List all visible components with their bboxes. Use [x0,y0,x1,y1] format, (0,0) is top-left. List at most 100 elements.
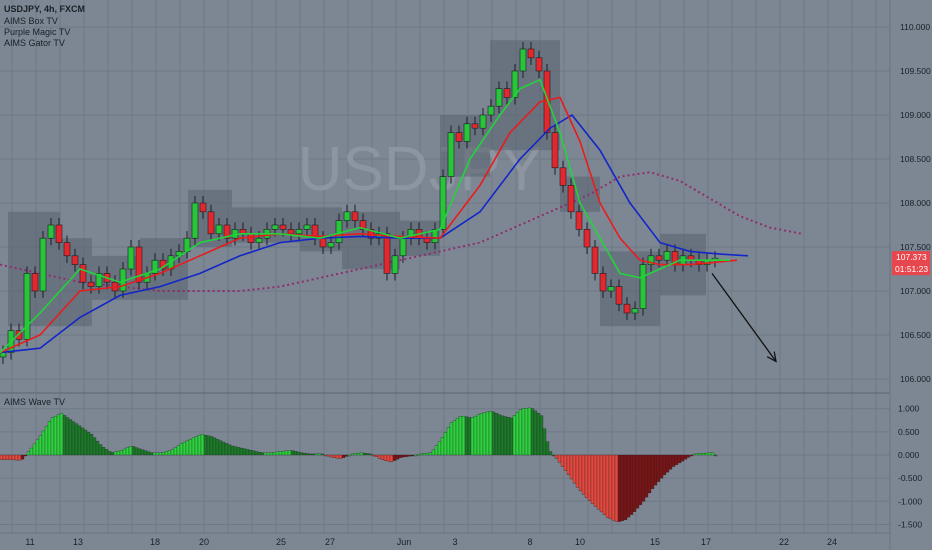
candle-body [31,273,39,292]
price-tick-label: 110.000 [900,22,930,32]
candle-body [207,211,215,235]
candle-body [623,303,631,314]
wave-bar [572,454,577,484]
price-axis[interactable]: 110.000 109.500 109.000 108.500 108.000 107.5… [900,22,931,384]
candle-body [527,48,535,59]
wave-bar [398,454,403,458]
wave-bar [677,454,682,464]
wave-bar [485,411,490,456]
wave-bar [584,454,589,498]
candle-body [63,242,71,257]
wave-bar [416,454,421,456]
arrow-head [766,351,777,363]
wave-bar [587,454,592,501]
wave-bar [107,451,112,456]
candle-body [383,233,391,274]
wave-bar [362,452,367,456]
wave-bar [464,416,469,456]
wave-axis[interactable]: 1.000 0.500 0.000 -0.500 -1.000 -1.500 [898,404,922,530]
last-price-value: 107.373 [896,252,927,262]
time-tick-label: 20 [199,537,209,547]
wave-bar [77,425,82,456]
candle-body [191,202,199,239]
time-tick-label: 18 [150,537,160,547]
wave-bar [140,449,145,456]
wave-bar [707,452,712,456]
price-tick-label: 108.500 [900,154,931,164]
candle-body [351,211,359,221]
candle-body [503,88,511,98]
candle-body [327,242,335,248]
candle-body [151,259,159,274]
wave-bar [236,447,241,456]
wave-bar [269,452,274,456]
wave-bar [113,451,118,456]
wave-bar [74,423,79,456]
gator-fast-line [0,78,730,354]
wave-bar [560,454,565,467]
wave-bar [233,446,238,456]
wave-bar [623,454,628,520]
wave-bar [593,454,598,507]
wave-bar [605,454,610,518]
wave-bar [131,446,136,456]
wave-bar [692,453,697,456]
wave-bar [482,412,487,456]
wave-pane-title[interactable]: AIMS Wave TV [4,397,65,407]
candle-body [247,233,255,243]
indicator-label-box[interactable]: AIMS Box TV [4,16,58,26]
candle-body [335,220,343,243]
wave-bar [383,454,388,461]
wave-bar [44,425,49,456]
wave-bar [599,454,604,513]
wave-bar [287,450,292,456]
wave-bar [590,454,595,504]
wave-bar [293,451,298,456]
price-tick-label: 107.000 [900,286,931,296]
gator-slow-line [0,113,749,354]
wave-bar [368,453,373,456]
wave-bar [512,415,517,456]
wave-tick-label: 0.500 [898,427,920,437]
time-tick-label: 24 [827,537,837,547]
candle-body [519,48,527,72]
purple-magic-path [0,171,803,292]
wave-bar [272,452,277,456]
wave-bar [68,419,73,456]
indicator-label-purple[interactable]: Purple Magic TV [4,27,70,37]
wave-bar [449,422,454,456]
wave-bar [47,421,52,456]
wave-bar [419,453,424,456]
wave-bar [275,451,280,456]
wave-bar [548,451,553,456]
indicator-label-gator[interactable]: AIMS Gator TV [4,38,65,48]
wave-bar [182,441,187,456]
wave-tick-label: -0.500 [898,473,922,483]
wave-bar [167,450,172,456]
wave-tick-label: 1.000 [898,404,920,414]
wave-bar [197,434,202,456]
wave-bar [536,413,541,456]
wave-bar [206,435,211,456]
symbol-title[interactable]: USDJPY, 4h, FXCM [4,4,85,14]
candle-body [487,105,495,116]
candle-body [79,264,87,283]
candle-body [47,224,55,239]
wave-bar [254,451,259,456]
wave-bar [200,434,205,456]
wave-bar [41,430,46,456]
candle-body [399,237,407,257]
wave-bar [665,454,670,473]
wave-bar [329,454,334,458]
wave-bar [317,453,322,456]
wave-bar [530,408,535,456]
candle-body [479,114,487,129]
wave-histogram [0,407,718,522]
candle-body [255,237,263,243]
wave-bar [629,454,634,515]
candle-body [575,211,583,230]
time-axis[interactable]: 11 13 18 20 25 27 Jun 3 8 10 15 17 22 24 [25,537,837,547]
wave-bar [215,439,220,456]
wave-bar [554,454,559,459]
wave-bar [395,454,400,460]
